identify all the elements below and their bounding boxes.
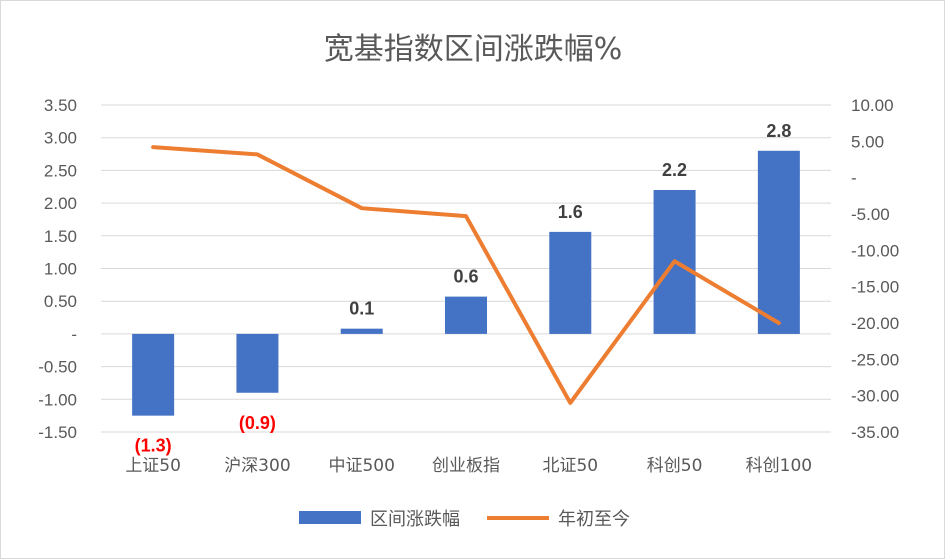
gridlines xyxy=(101,104,831,433)
bar-data-label: 1.6 xyxy=(558,202,583,222)
bar-data-label: 2.2 xyxy=(662,160,687,180)
bar xyxy=(757,150,800,334)
chart-title: 宽基指数区间涨跌幅% xyxy=(324,32,623,67)
left-tick-label: -1.00 xyxy=(38,390,77,409)
bar-data-label: (0.9) xyxy=(239,413,276,433)
line-series xyxy=(151,145,781,405)
line-series-path xyxy=(151,145,781,405)
left-tick-label: 2.00 xyxy=(44,194,77,213)
left-tick-label: 1.50 xyxy=(44,227,77,246)
bar xyxy=(549,231,592,334)
bar-data-label: 0.1 xyxy=(349,299,374,319)
legend: 区间涨跌幅 年初至今 xyxy=(299,509,630,530)
bar-data-label: (1.3) xyxy=(135,436,172,456)
category-label: 科创50 xyxy=(647,456,703,476)
category-label: 上证50 xyxy=(125,456,181,476)
legend-label-bar: 区间涨跌幅 xyxy=(370,509,460,530)
left-tick-label: 3.50 xyxy=(44,96,77,115)
right-tick-label: -35.00 xyxy=(851,423,899,442)
category-label: 创业板指 xyxy=(432,456,500,476)
category-label: 沪深300 xyxy=(224,456,290,476)
category-labels: 上证50 沪深300 中证500 创业板指 北证50 科创50 科创100 xyxy=(125,456,812,476)
left-tick-label: -0.50 xyxy=(38,358,77,377)
legend-label-line: 年初至今 xyxy=(558,509,630,530)
left-tick-label: - xyxy=(71,325,77,344)
left-tick-label: 0.50 xyxy=(44,292,77,311)
left-tick-label: -1.50 xyxy=(38,423,77,442)
left-axis-ticks: 3.50 3.00 2.50 2.00 1.50 1.00 0.50 - -0.50 -1.00 -… xyxy=(38,96,77,442)
right-tick-label: -25.00 xyxy=(851,350,899,369)
category-label: 北证50 xyxy=(542,456,598,476)
right-axis-ticks: 10.00 5.00 - -5.00 -10.00 -15.00 -20.00 -25.00 -… xyxy=(851,96,899,442)
bar xyxy=(445,296,487,334)
right-tick-label: - xyxy=(851,169,857,188)
right-tick-label: -30.00 xyxy=(851,387,899,406)
bar xyxy=(236,333,279,393)
right-tick-label: 5.00 xyxy=(851,132,884,151)
legend-swatch-bar xyxy=(299,511,361,524)
right-tick-label: -20.00 xyxy=(851,314,899,333)
bar-series xyxy=(132,150,800,416)
left-tick-label: 1.00 xyxy=(44,260,77,279)
bar-data-label: 0.6 xyxy=(453,267,478,287)
right-tick-label: 10.00 xyxy=(851,96,894,115)
bar xyxy=(340,328,383,334)
bar-data-label: 2.8 xyxy=(766,121,791,141)
right-tick-label: -15.00 xyxy=(851,278,899,297)
right-tick-label: -10.00 xyxy=(851,241,899,260)
category-label: 科创100 xyxy=(746,456,812,476)
bar-data-labels: (1.3) (0.9) 0.1 0.6 1.6 2.2 2.8 xyxy=(135,121,792,456)
left-tick-label: 3.00 xyxy=(44,129,77,148)
left-tick-label: 2.50 xyxy=(44,161,77,180)
bar xyxy=(132,333,175,416)
right-tick-label: -5.00 xyxy=(851,205,890,224)
category-label: 中证500 xyxy=(328,456,394,476)
